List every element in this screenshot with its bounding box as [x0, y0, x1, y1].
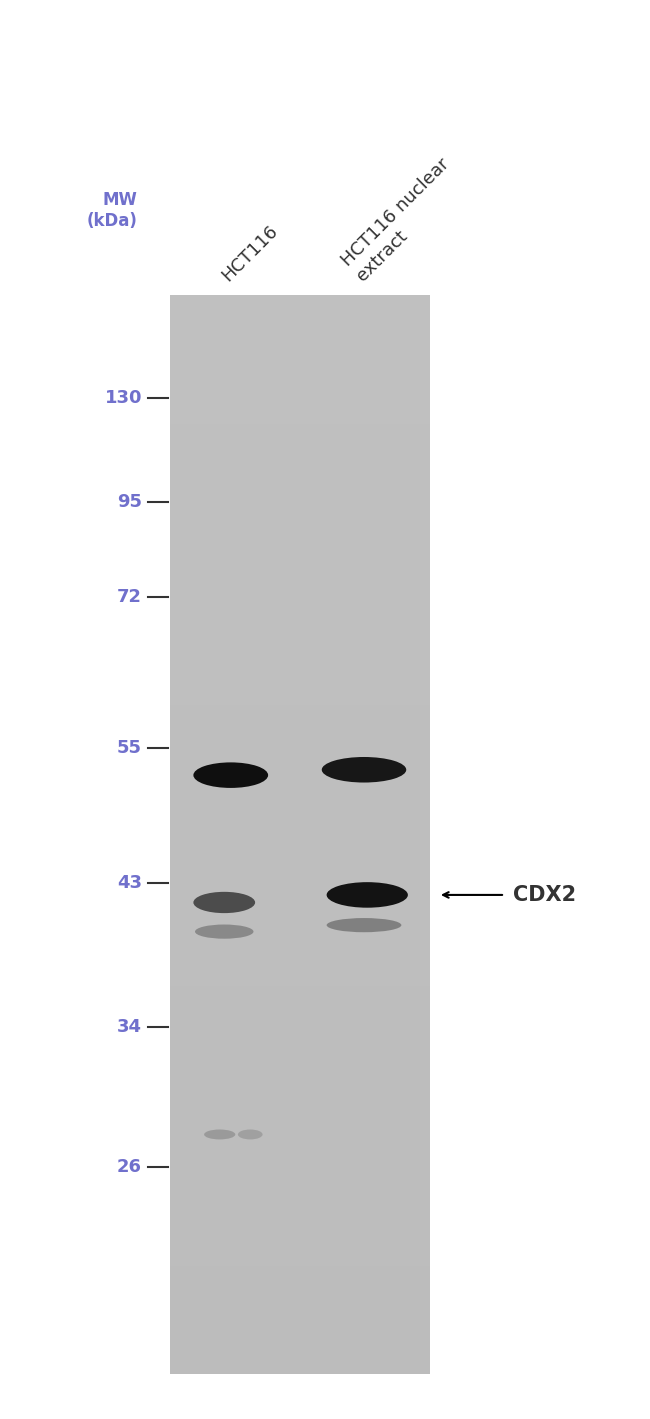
Text: 72: 72: [117, 587, 142, 606]
Bar: [170, 1331, 430, 1352]
Bar: [170, 1137, 430, 1158]
Bar: [170, 403, 430, 424]
Bar: [170, 921, 430, 942]
Bar: [170, 468, 430, 490]
Bar: [170, 834, 430, 856]
Text: 55: 55: [117, 739, 142, 758]
Bar: [170, 338, 430, 360]
Bar: [170, 1094, 430, 1115]
Text: 34: 34: [117, 1017, 142, 1036]
Ellipse shape: [322, 756, 406, 782]
Bar: [170, 942, 430, 964]
Bar: [170, 705, 430, 727]
Text: CDX2: CDX2: [513, 885, 576, 905]
Bar: [170, 878, 430, 900]
Text: 43: 43: [117, 874, 142, 893]
Bar: [170, 684, 430, 705]
Bar: [170, 295, 430, 1374]
Bar: [170, 619, 430, 640]
Ellipse shape: [238, 1130, 263, 1139]
Bar: [170, 964, 430, 986]
Bar: [170, 553, 430, 576]
Bar: [170, 1244, 430, 1266]
Text: MW
(kDa): MW (kDa): [86, 192, 137, 230]
Bar: [170, 813, 430, 834]
Bar: [170, 576, 430, 597]
Bar: [170, 1266, 430, 1287]
Bar: [170, 900, 430, 921]
Bar: [170, 382, 430, 403]
Bar: [170, 640, 430, 661]
Bar: [170, 511, 430, 532]
Ellipse shape: [326, 883, 408, 908]
Bar: [170, 1007, 430, 1029]
Bar: [170, 295, 430, 316]
Bar: [170, 490, 430, 511]
Bar: [170, 1029, 430, 1050]
Bar: [170, 1179, 430, 1202]
Ellipse shape: [194, 762, 268, 788]
Bar: [170, 1050, 430, 1071]
Bar: [170, 446, 430, 468]
Ellipse shape: [204, 1130, 235, 1139]
Bar: [170, 1310, 430, 1331]
Text: HCT116: HCT116: [218, 221, 281, 285]
Text: 26: 26: [117, 1158, 142, 1176]
Bar: [170, 748, 430, 769]
Bar: [170, 1223, 430, 1244]
Bar: [170, 532, 430, 553]
Ellipse shape: [195, 925, 254, 939]
Bar: [170, 661, 430, 684]
Bar: [170, 1158, 430, 1179]
Bar: [170, 424, 430, 446]
Ellipse shape: [193, 891, 255, 912]
Bar: [170, 986, 430, 1007]
Bar: [170, 1071, 430, 1094]
Bar: [170, 727, 430, 748]
Bar: [170, 1115, 430, 1137]
Bar: [170, 856, 430, 878]
Bar: [170, 360, 430, 382]
Bar: [170, 597, 430, 619]
Bar: [170, 1202, 430, 1223]
Text: 130: 130: [105, 389, 142, 406]
Ellipse shape: [326, 918, 402, 932]
Bar: [170, 792, 430, 813]
Text: HCT116 nuclear
extract: HCT116 nuclear extract: [339, 156, 468, 285]
Text: 95: 95: [117, 494, 142, 511]
Bar: [170, 1352, 430, 1374]
Bar: [170, 316, 430, 338]
Bar: [170, 1287, 430, 1310]
Bar: [170, 769, 430, 792]
